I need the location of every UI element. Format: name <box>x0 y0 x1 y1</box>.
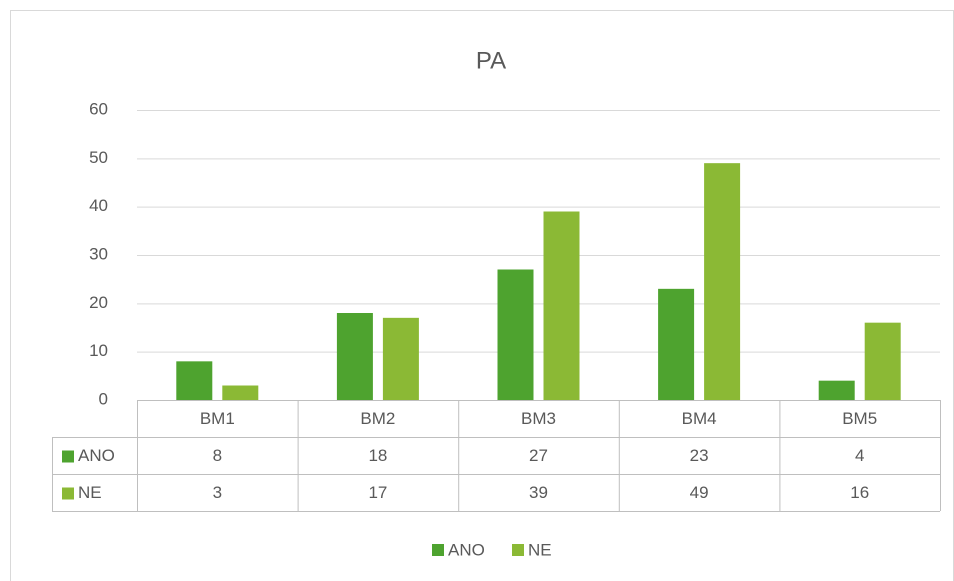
table-value: 39 <box>529 483 548 502</box>
table-value: 16 <box>850 483 869 502</box>
x-tick-label: BM2 <box>360 409 395 428</box>
table-value: 17 <box>368 483 387 502</box>
table-value: 23 <box>690 446 709 465</box>
y-tick-label: 60 <box>89 99 108 118</box>
bar <box>497 269 534 400</box>
bar <box>658 288 695 400</box>
chart-area <box>10 10 954 581</box>
legend-key <box>512 544 524 556</box>
y-tick-label: 10 <box>89 341 108 360</box>
table-value: 18 <box>368 446 387 465</box>
bar <box>382 317 419 400</box>
x-tick-label: BM1 <box>200 409 235 428</box>
legend-key <box>62 450 74 463</box>
x-tick-label: BM4 <box>682 409 717 428</box>
x-tick-label: BM3 <box>521 409 556 428</box>
x-tick-label: BM5 <box>842 409 877 428</box>
y-tick-label: 40 <box>89 196 108 215</box>
bar <box>704 163 741 400</box>
table-series-name: NE <box>78 483 102 502</box>
y-tick-label: 20 <box>89 293 108 312</box>
legend-key <box>62 487 74 500</box>
bar <box>818 380 855 400</box>
legend-label: ANO <box>448 540 485 559</box>
bar <box>864 322 901 400</box>
legend-key <box>432 544 444 556</box>
bar <box>222 385 259 400</box>
chart-title: PA <box>476 47 506 74</box>
table-value: 27 <box>529 446 548 465</box>
bar <box>336 313 373 400</box>
table-series-name: ANO <box>78 446 115 465</box>
table-value: 49 <box>690 483 709 502</box>
bar <box>176 361 213 400</box>
table-value: 4 <box>855 446 864 465</box>
y-tick-label: 50 <box>89 148 108 167</box>
y-tick-label: 30 <box>89 244 108 263</box>
table-value: 8 <box>213 446 222 465</box>
y-tick-label: 0 <box>99 389 108 408</box>
bar <box>543 211 580 400</box>
legend-label: NE <box>528 540 552 559</box>
table-value: 3 <box>213 483 222 502</box>
